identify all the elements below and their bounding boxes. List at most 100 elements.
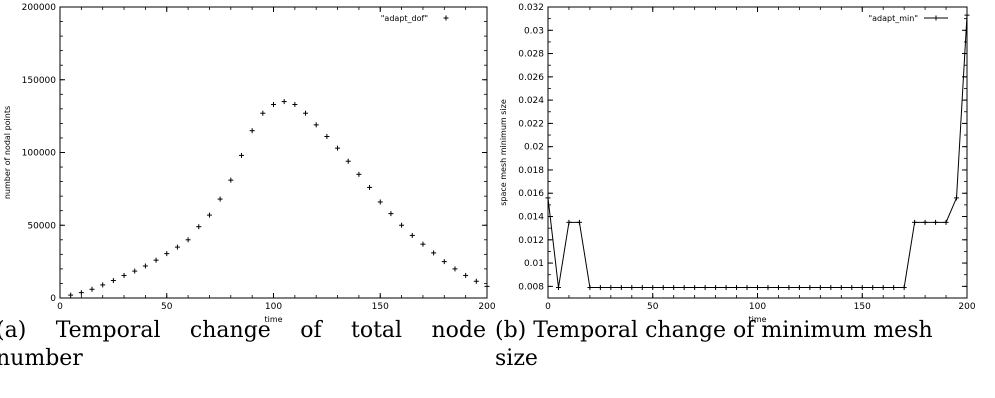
y-tick-label: 0.028 xyxy=(518,50,544,60)
data-point xyxy=(292,101,298,107)
legend: "adapt_min" xyxy=(868,14,948,23)
data-point xyxy=(335,145,341,151)
plot-frame xyxy=(59,6,488,299)
legend: "adapt_dof" xyxy=(381,14,449,23)
caption-a-word: of xyxy=(300,318,322,343)
data-point xyxy=(409,232,415,238)
plot-frame xyxy=(547,6,968,299)
x-tick-label: 50 xyxy=(647,302,659,312)
data-point xyxy=(608,285,614,291)
data-point xyxy=(473,278,479,284)
data-point xyxy=(629,285,635,291)
y-tick-label: 0.02 xyxy=(524,143,544,153)
data-point xyxy=(566,219,572,225)
data-point xyxy=(555,285,561,291)
x-tick-label: 100 xyxy=(265,302,282,312)
data-point xyxy=(249,128,255,134)
y-tick-label: 0.016 xyxy=(518,189,544,199)
data-point xyxy=(796,285,802,291)
y-tick-label: 0.032 xyxy=(518,3,544,13)
data-point xyxy=(901,285,907,291)
y-tick-label: 100000 xyxy=(22,149,57,159)
caption-a-word: node xyxy=(431,318,486,343)
caption-a-line1: (a) Temporal change of total node xyxy=(0,317,486,345)
data-point xyxy=(681,285,687,291)
x-axis-label: time xyxy=(748,315,766,324)
data-point xyxy=(345,158,351,164)
data-point xyxy=(692,285,698,291)
caption-a-line2: number xyxy=(0,346,83,371)
data-point xyxy=(228,177,234,183)
data-point xyxy=(463,272,469,278)
caption-a-word: Temporal xyxy=(55,318,161,343)
data-point xyxy=(174,244,180,250)
data-point xyxy=(828,285,834,291)
data-point xyxy=(185,237,191,243)
y-axis-label: space mesh minimum size xyxy=(499,99,508,206)
x-tick-label: 0 xyxy=(545,302,551,312)
data-point xyxy=(452,266,458,272)
x-tick-label: 150 xyxy=(372,302,389,312)
data-point xyxy=(587,285,593,291)
data-point xyxy=(78,290,84,296)
x-tick-label: 150 xyxy=(854,302,871,312)
data-point xyxy=(870,285,876,291)
x-axis-label: time xyxy=(264,315,282,324)
data-point xyxy=(817,285,823,291)
data-point xyxy=(702,285,708,291)
data-point xyxy=(859,285,865,291)
data-point xyxy=(671,285,677,291)
data-point xyxy=(121,272,127,278)
data-point xyxy=(238,152,244,158)
data-point xyxy=(765,285,771,291)
data-point xyxy=(912,219,918,225)
caption-a-word: change xyxy=(189,318,271,343)
data-point xyxy=(132,268,138,274)
y-tick-label: 0.012 xyxy=(518,236,544,246)
data-point xyxy=(388,211,394,217)
data-point xyxy=(755,285,760,291)
data-point xyxy=(164,251,170,257)
x-tick-label: 100 xyxy=(749,302,766,312)
chart-b: 0 50 100 150 200 0.008 0.01 0.012 0.014 0.016 0.01… xyxy=(499,3,976,324)
data-point xyxy=(723,285,729,291)
data-point xyxy=(142,263,148,269)
data-point xyxy=(313,122,319,128)
data-point xyxy=(206,212,212,218)
data-point xyxy=(744,285,750,291)
data-point xyxy=(377,199,383,205)
data-point xyxy=(943,219,949,225)
chart-a: 0 50 100 150 200 0 50000 100000 150000 200000 time… xyxy=(3,3,496,324)
y-tick-label: 0.022 xyxy=(518,119,544,129)
data-point xyxy=(399,222,405,228)
data-point xyxy=(420,241,426,247)
caption-b-line2: size xyxy=(495,346,538,371)
data-point xyxy=(431,250,437,256)
y-tick-label: 0.008 xyxy=(518,282,544,292)
data-point xyxy=(281,99,287,105)
y-tick-label: 0.018 xyxy=(518,166,544,176)
series-line xyxy=(547,15,968,289)
data-point xyxy=(597,285,603,291)
data-point xyxy=(153,257,159,263)
x-tick-label: 50 xyxy=(161,302,173,312)
caption-b-line1: (b) Temporal change of minimum mesh xyxy=(495,318,933,343)
data-point xyxy=(68,292,74,298)
y-tick-label: 150000 xyxy=(22,76,57,86)
data-point xyxy=(545,195,551,201)
data-point xyxy=(838,285,844,291)
data-point xyxy=(964,12,970,18)
data-point xyxy=(891,285,897,291)
data-point xyxy=(775,285,781,291)
data-point xyxy=(260,110,266,116)
data-point xyxy=(922,219,928,225)
legend-label: "adapt_dof" xyxy=(381,14,428,23)
data-point xyxy=(650,285,656,291)
caption-a-word: total xyxy=(350,318,403,343)
data-point xyxy=(713,285,719,291)
data-point xyxy=(367,184,373,190)
y-tick-label: 0.026 xyxy=(518,73,544,83)
data-point xyxy=(933,219,939,225)
x-tick-label: 200 xyxy=(478,302,495,312)
